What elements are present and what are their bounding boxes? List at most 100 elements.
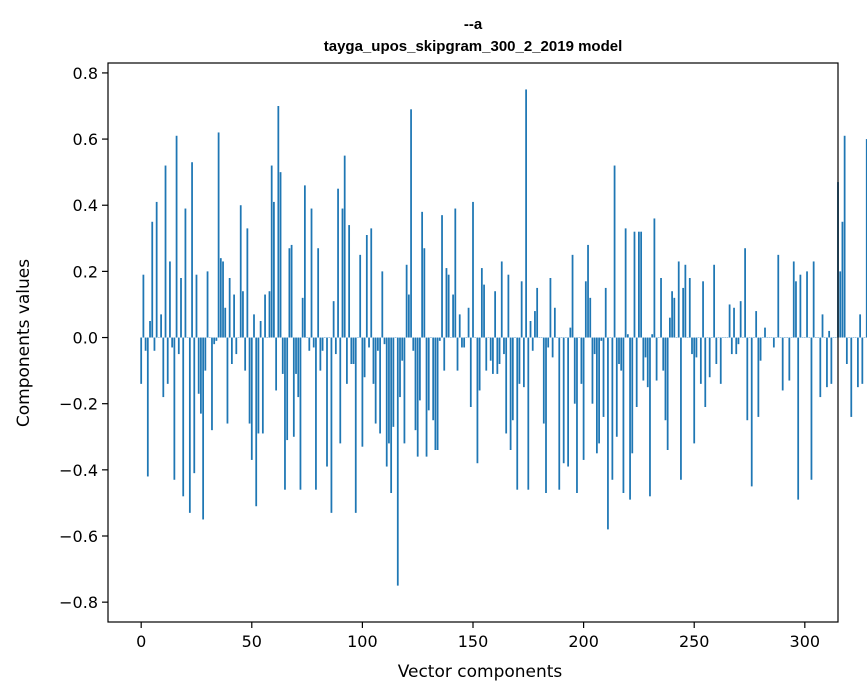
bar-component-222 bbox=[631, 337, 634, 454]
bar-component-232 bbox=[653, 218, 656, 338]
bar-component-91 bbox=[341, 208, 344, 338]
bar-component-297 bbox=[797, 337, 800, 500]
bar-component-206 bbox=[595, 337, 598, 454]
bar-component-186 bbox=[551, 337, 554, 358]
bar-component-32 bbox=[211, 337, 213, 431]
bar-component-20 bbox=[184, 208, 187, 338]
bar-component-249 bbox=[691, 337, 693, 355]
bar-component-189 bbox=[558, 337, 561, 490]
bar-component-118 bbox=[401, 337, 404, 361]
bar-component-68 bbox=[290, 244, 293, 338]
bar-component-94 bbox=[348, 225, 351, 338]
bar-component-295 bbox=[792, 261, 795, 338]
bar-component-5 bbox=[151, 221, 154, 338]
bar-component-47 bbox=[244, 337, 247, 371]
bar-component-161 bbox=[496, 337, 499, 374]
bar-component-81 bbox=[319, 337, 322, 371]
bar-component-58 bbox=[268, 291, 271, 338]
bar-component-310 bbox=[826, 337, 828, 388]
bar-component-324 bbox=[857, 337, 859, 388]
bar-component-223 bbox=[633, 231, 636, 338]
bar-component-124 bbox=[414, 337, 417, 431]
bar-component-92 bbox=[343, 155, 346, 338]
bar-component-253 bbox=[699, 337, 702, 384]
bar-component-266 bbox=[728, 304, 731, 338]
bar-component-139 bbox=[447, 274, 450, 338]
bar-component-108 bbox=[379, 337, 381, 434]
bar-component-220 bbox=[626, 334, 629, 338]
x-tick-label: 300 bbox=[790, 632, 821, 651]
bar-component-193 bbox=[567, 337, 570, 467]
bar-component-111 bbox=[385, 337, 388, 467]
bar-component-199 bbox=[580, 337, 583, 384]
bar-component-196 bbox=[573, 337, 576, 404]
bar-component-141 bbox=[452, 294, 454, 338]
bar-component-166 bbox=[507, 274, 510, 338]
bar-component-238 bbox=[666, 337, 669, 450]
bar-component-171 bbox=[518, 337, 521, 384]
bar-component-26 bbox=[197, 337, 200, 394]
bar-component-216 bbox=[618, 337, 620, 364]
bar-component-230 bbox=[649, 337, 651, 497]
bar-component-194 bbox=[569, 327, 572, 338]
bar-component-105 bbox=[372, 337, 375, 384]
bar-component-203 bbox=[589, 297, 592, 338]
bar-component-270 bbox=[737, 337, 740, 345]
bar-component-73 bbox=[301, 297, 304, 338]
bar-component-175 bbox=[527, 337, 530, 490]
bar-component-155 bbox=[483, 284, 485, 338]
bar-component-170 bbox=[516, 337, 519, 490]
bar-component-207 bbox=[598, 337, 600, 444]
bar-component-50 bbox=[250, 337, 253, 460]
bar-component-10 bbox=[162, 337, 165, 398]
bar-component-74 bbox=[303, 185, 306, 338]
bar-component-144 bbox=[458, 314, 461, 338]
bar-component-129 bbox=[425, 337, 428, 457]
bar-component-120 bbox=[405, 264, 408, 338]
bar-component-89 bbox=[337, 188, 339, 338]
bar-component-221 bbox=[629, 337, 631, 500]
bar-component-78 bbox=[312, 337, 315, 348]
bar-component-218 bbox=[622, 337, 625, 493]
bar-component-113 bbox=[390, 337, 393, 493]
bar-component-93 bbox=[346, 337, 348, 384]
bar-component-308 bbox=[821, 314, 824, 338]
bar-component-210 bbox=[604, 287, 607, 338]
bar-component-211 bbox=[607, 337, 609, 530]
bar-component-15 bbox=[173, 337, 176, 480]
bar-component-38 bbox=[224, 307, 227, 338]
bar-component-213 bbox=[611, 337, 614, 480]
bar-component-46 bbox=[242, 291, 244, 338]
bar-component-227 bbox=[642, 337, 645, 381]
bar-component-117 bbox=[399, 337, 401, 398]
bar-component-24 bbox=[193, 337, 196, 474]
bar-component-214 bbox=[613, 165, 616, 338]
x-tick-label: 0 bbox=[136, 632, 146, 651]
bar-component-132 bbox=[432, 337, 435, 421]
bar-component-53 bbox=[257, 337, 260, 434]
bar-component-156 bbox=[485, 337, 488, 371]
bars bbox=[140, 89, 867, 586]
bar-component-280 bbox=[759, 337, 762, 361]
bar-component-49 bbox=[248, 337, 251, 424]
bar-component-110 bbox=[383, 337, 386, 345]
bar-component-293 bbox=[788, 337, 791, 381]
chart-subtitle: tayga_upos_skipgram_300_2_2019 model bbox=[324, 38, 623, 55]
bar-component-128 bbox=[423, 248, 426, 338]
bar-component-179 bbox=[536, 287, 539, 338]
bar-component-172 bbox=[520, 281, 523, 338]
bar-component-191 bbox=[562, 337, 565, 464]
bar-component-39 bbox=[226, 337, 229, 424]
bar-component-316 bbox=[839, 271, 842, 338]
bar-component-77 bbox=[310, 208, 313, 338]
bar-component-236 bbox=[662, 337, 665, 371]
bar-component-2 bbox=[144, 337, 147, 351]
bar-component-138 bbox=[445, 268, 448, 338]
bar-component-187 bbox=[553, 307, 556, 338]
bar-component-28 bbox=[202, 337, 205, 520]
bar-component-103 bbox=[368, 337, 370, 348]
bar-component-34 bbox=[215, 337, 218, 341]
bar-component-184 bbox=[547, 337, 550, 348]
bar-component-317 bbox=[841, 221, 844, 338]
